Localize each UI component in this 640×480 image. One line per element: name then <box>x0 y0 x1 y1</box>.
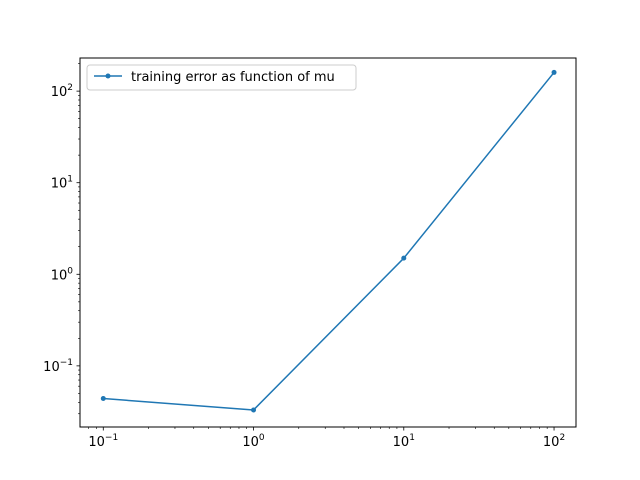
series-point <box>551 69 557 75</box>
y-tick-label: 102 <box>51 83 73 100</box>
major-ticks: 10−1 100 101 102 10−1 100 101 102 <box>43 83 565 450</box>
x-tick-label: 102 <box>543 433 565 450</box>
legend: training error as function of mu <box>86 64 357 91</box>
y-tick-label: 101 <box>51 175 73 192</box>
series-point <box>100 396 106 402</box>
x-tick-label: 101 <box>393 433 415 450</box>
axes-frame <box>79 57 577 428</box>
x-tick-label: 100 <box>242 433 265 450</box>
legend-marker-sample <box>105 73 111 79</box>
series-point <box>401 255 407 261</box>
series-line <box>103 71 555 411</box>
series-point <box>251 407 257 413</box>
y-tick-label: 100 <box>51 266 74 283</box>
series-layer <box>100 69 557 413</box>
x-tick-label: 10−1 <box>88 433 118 450</box>
legend-box <box>86 64 357 91</box>
y-tick-label: 10−1 <box>43 358 73 375</box>
minor-ticks <box>78 63 548 429</box>
legend-label: training error as function of mu <box>131 70 335 85</box>
